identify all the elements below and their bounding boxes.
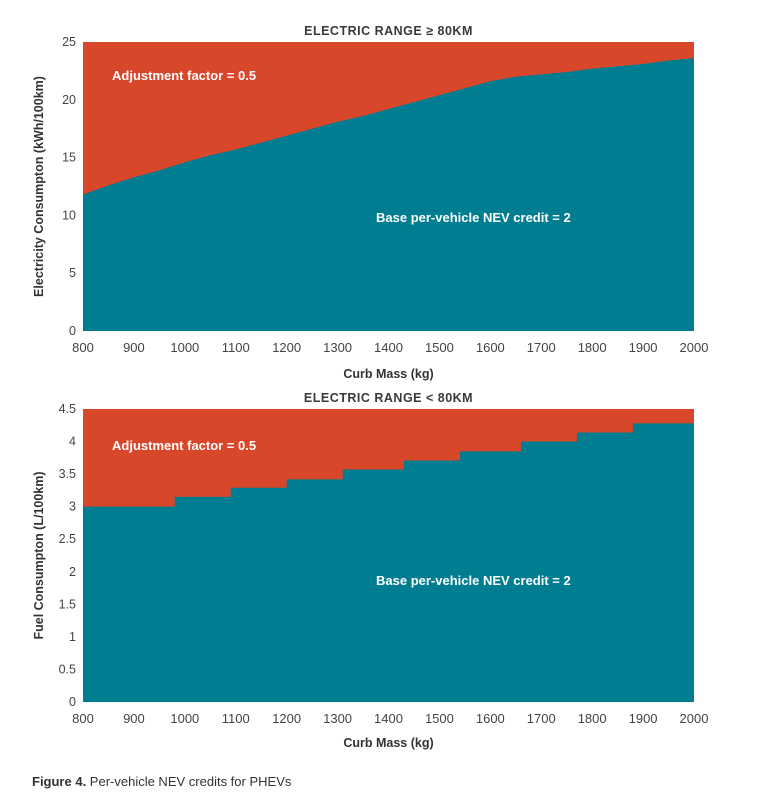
caption-text: Per-vehicle NEV credits for PHEVs — [86, 774, 292, 789]
y-tick-label: 3.5 — [59, 467, 76, 481]
x-tick-label: 1500 — [425, 711, 454, 726]
y-tick-label: 0 — [69, 695, 76, 709]
base-credit-label: Base per-vehicle NEV credit = 2 — [376, 210, 571, 225]
x-tick-label: 1100 — [222, 340, 250, 355]
y-axis-label: Electricity Consumpton (kWh/100km) — [32, 76, 46, 297]
x-tick-label: 900 — [123, 340, 145, 355]
y-tick-label: 25 — [62, 35, 76, 49]
base-credit-area — [83, 58, 694, 332]
y-tick-label: 4 — [69, 435, 76, 449]
x-tick-label: 1700 — [527, 340, 556, 355]
y-tick-label: 5 — [69, 266, 76, 280]
y-tick-label: 1.5 — [59, 597, 76, 611]
x-tick-label: 1600 — [476, 340, 505, 355]
x-tick-label: 1600 — [476, 711, 505, 726]
caption-label: Figure 4. — [32, 774, 87, 789]
x-tick-label: 1300 — [323, 340, 352, 355]
x-tick-label: 1200 — [272, 340, 301, 355]
y-tick-label: 0 — [69, 324, 76, 338]
x-tick-label: 1500 — [425, 340, 454, 355]
y-tick-label: 15 — [62, 151, 76, 165]
x-tick-label: 1400 — [374, 711, 403, 726]
x-tick-label: 2000 — [680, 340, 709, 355]
x-tick-label: 1200 — [272, 711, 301, 726]
x-tick-label: 1000 — [170, 711, 199, 726]
y-axis-label: Fuel Consumpton (L/100km) — [32, 471, 46, 639]
x-tick-label: 1400 — [374, 340, 403, 355]
y-tick-label: 1 — [69, 630, 76, 644]
x-tick-label: 1700 — [527, 711, 556, 726]
x-tick-label: 1800 — [578, 340, 607, 355]
x-tick-label: 1300 — [323, 711, 352, 726]
x-tick-label: 2000 — [680, 711, 709, 726]
x-tick-label: 1800 — [578, 711, 607, 726]
chart-title: ELECTRIC RANGE < 80KM — [304, 391, 473, 405]
x-tick-label: 1900 — [629, 711, 658, 726]
y-tick-label: 20 — [62, 93, 76, 107]
figure-caption: Figure 4. Per-vehicle NEV credits for PH… — [32, 774, 291, 789]
y-tick-label: 10 — [62, 208, 76, 222]
base-credit-label: Base per-vehicle NEV credit = 2 — [376, 573, 571, 588]
y-tick-label: 3 — [69, 500, 76, 514]
x-tick-label: 800 — [72, 340, 94, 355]
chart-title: ELECTRIC RANGE ≥ 80KM — [304, 24, 473, 38]
y-tick-label: 0.5 — [59, 662, 76, 676]
adjustment-label: Adjustment factor = 0.5 — [112, 438, 256, 453]
x-axis-label: Curb Mass (kg) — [343, 367, 433, 381]
x-tick-label: 900 — [123, 711, 145, 726]
x-tick-label: 1000 — [170, 340, 199, 355]
y-tick-label: 4.5 — [59, 402, 76, 416]
y-tick-label: 2.5 — [59, 532, 76, 546]
x-axis-label: Curb Mass (kg) — [343, 736, 433, 750]
x-tick-label: 800 — [72, 711, 94, 726]
y-tick-label: 2 — [69, 565, 76, 579]
base-credit-area — [83, 423, 694, 702]
adjustment-label: Adjustment factor = 0.5 — [112, 68, 256, 83]
x-tick-label: 1100 — [222, 711, 250, 726]
x-tick-label: 1900 — [629, 340, 658, 355]
